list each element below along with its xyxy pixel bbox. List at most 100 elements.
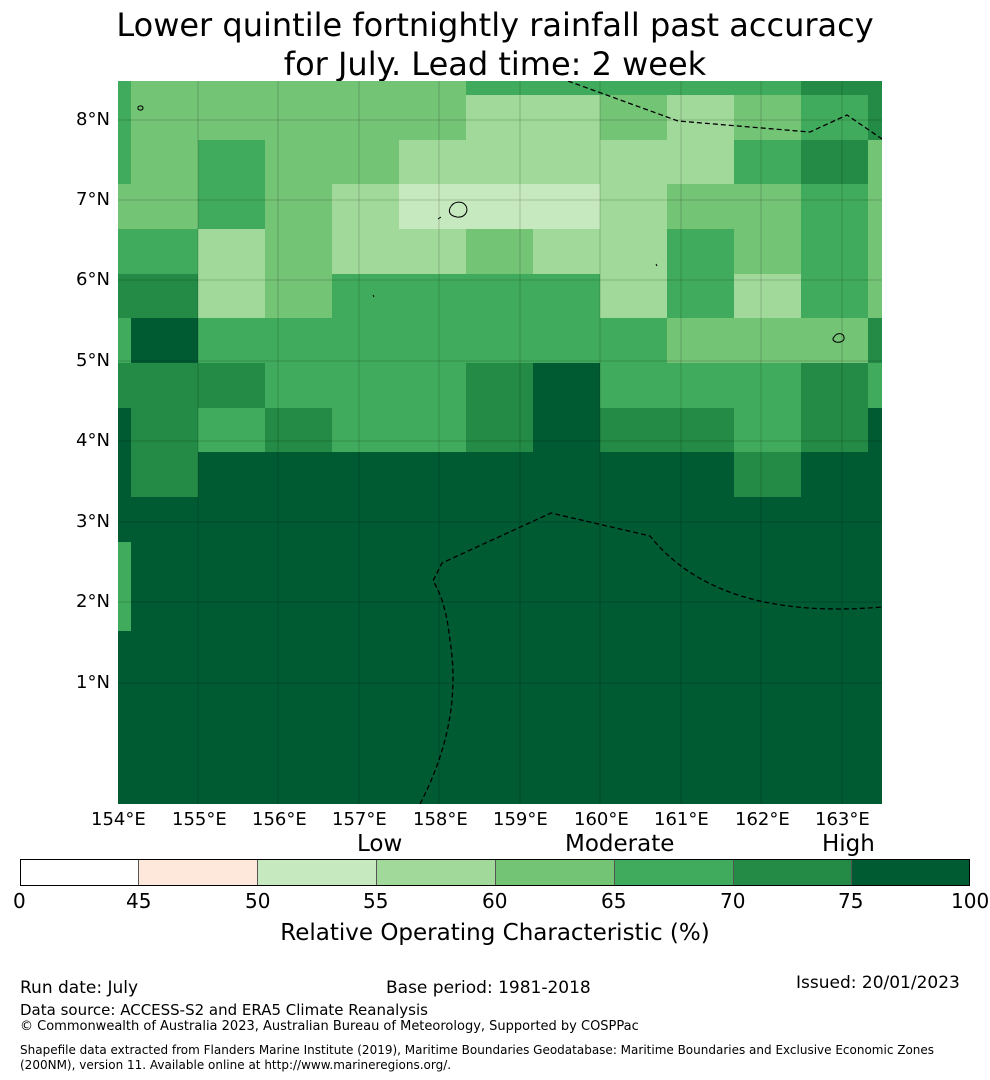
- roc-cell: [533, 452, 601, 498]
- roc-cell: [131, 274, 199, 319]
- island-small-nw: [137, 105, 144, 111]
- lon-label-156e: 156°E: [252, 809, 307, 830]
- roc-cell: [801, 184, 869, 230]
- roc-cell: [118, 452, 132, 498]
- colorbar-seg-45-50: [139, 859, 258, 885]
- roc-cell: [734, 140, 802, 185]
- roc-cell: [600, 184, 668, 230]
- colorbar-seg-0-45: [20, 859, 139, 885]
- roc-cell: [466, 229, 534, 275]
- roc-cell: [131, 184, 199, 230]
- roc-cell: [265, 81, 333, 96]
- category-moderate: Moderate: [565, 831, 675, 857]
- roc-cell: [118, 229, 132, 275]
- lon-label-157e: 157°E: [332, 809, 387, 830]
- lon-label-158e: 158°E: [413, 809, 468, 830]
- roc-cell: [265, 408, 333, 453]
- colorbar-tick-0: 0: [13, 889, 26, 913]
- roc-cell: [399, 408, 467, 453]
- colorbar-seg-75-100: [852, 859, 970, 885]
- roc-cell: [399, 497, 467, 804]
- roc-map: [118, 81, 882, 804]
- roc-cell: [265, 95, 333, 141]
- lon-label-154e: 154°E: [91, 809, 146, 830]
- roc-cell: [466, 452, 534, 498]
- category-high: High: [822, 831, 875, 857]
- lat-label-7n: 7°N: [76, 189, 110, 210]
- issued-date: Issued: 20/01/2023: [796, 973, 960, 993]
- roc-cell: [600, 140, 668, 185]
- colorbar-tick-60: 60: [482, 889, 508, 913]
- lat-label-6n: 6°N: [76, 269, 110, 290]
- roc-cell: [734, 363, 802, 409]
- roc-cell: [265, 452, 333, 498]
- roc-cell: [466, 408, 534, 453]
- roc-cell: [466, 140, 534, 185]
- roc-cell: [533, 95, 601, 141]
- roc-cell: [399, 363, 467, 409]
- roc-cell: [801, 229, 869, 275]
- colorbar-tick-75: 75: [838, 889, 864, 913]
- roc-cell: [734, 497, 802, 804]
- roc-cell: [868, 184, 882, 230]
- colorbar-seg-65-70: [615, 859, 734, 885]
- colorbar-seg-50-55: [258, 859, 377, 885]
- colorbar-tick-70: 70: [720, 889, 746, 913]
- lon-label-162e: 162°E: [735, 809, 790, 830]
- roc-cell: [667, 81, 735, 96]
- roc-cell: [600, 95, 668, 141]
- roc-cell: [667, 363, 735, 409]
- island-small-2: [655, 263, 658, 267]
- roc-cell: [801, 95, 869, 141]
- roc-cell: [868, 408, 882, 453]
- roc-cell: [533, 229, 601, 275]
- roc-cell: [868, 274, 882, 319]
- roc-cell: [332, 229, 400, 275]
- shapefile-credit-2: (200NM), version 11. Available online at…: [20, 1058, 452, 1072]
- colorbar-tick-100: 100: [951, 889, 990, 913]
- roc-cell: [801, 274, 869, 319]
- roc-cell: [131, 318, 199, 364]
- shapefile-credit-1: Shapefile data extracted from Flanders M…: [20, 1043, 935, 1057]
- roc-cell: [734, 184, 802, 230]
- colorbar-seg-60-65: [496, 859, 615, 885]
- roc-cell: [399, 95, 467, 141]
- roc-cell: [600, 363, 668, 409]
- roc-cell: [600, 408, 668, 453]
- lat-label-3n: 3°N: [76, 511, 110, 532]
- roc-cell: [600, 274, 668, 319]
- roc-cell: [667, 95, 735, 141]
- colorbar-tick-65: 65: [601, 889, 627, 913]
- lon-label-155e: 155°E: [172, 809, 227, 830]
- roc-cell: [667, 229, 735, 275]
- roc-cell: [131, 363, 199, 409]
- roc-cell: [533, 497, 601, 804]
- roc-cell: [118, 140, 132, 185]
- roc-cell: [600, 497, 668, 804]
- island-small-1: [437, 216, 442, 220]
- roc-cell: [399, 229, 467, 275]
- roc-cell: [332, 184, 400, 230]
- roc-cell: [198, 229, 266, 275]
- roc-cell: [600, 81, 668, 96]
- roc-cell: [265, 274, 333, 319]
- colorbar-tick-50: 50: [245, 889, 271, 913]
- roc-cell: [466, 184, 534, 230]
- roc-cell: [332, 81, 400, 96]
- roc-cell: [399, 452, 467, 498]
- roc-cell: [466, 81, 534, 96]
- roc-cell: [198, 408, 266, 453]
- lat-label-4n: 4°N: [76, 430, 110, 451]
- roc-cell: [533, 81, 601, 96]
- roc-cell: [131, 81, 199, 96]
- roc-cell: [734, 274, 802, 319]
- roc-cell: [332, 140, 400, 185]
- roc-cell: [801, 140, 869, 185]
- roc-cell: [332, 452, 400, 498]
- roc-cell: [801, 81, 869, 96]
- roc-cell: [198, 318, 266, 364]
- roc-cell: [265, 140, 333, 185]
- island-kosrae: [832, 333, 845, 343]
- lon-label-163e: 163°E: [815, 809, 870, 830]
- colorbar: [20, 859, 970, 885]
